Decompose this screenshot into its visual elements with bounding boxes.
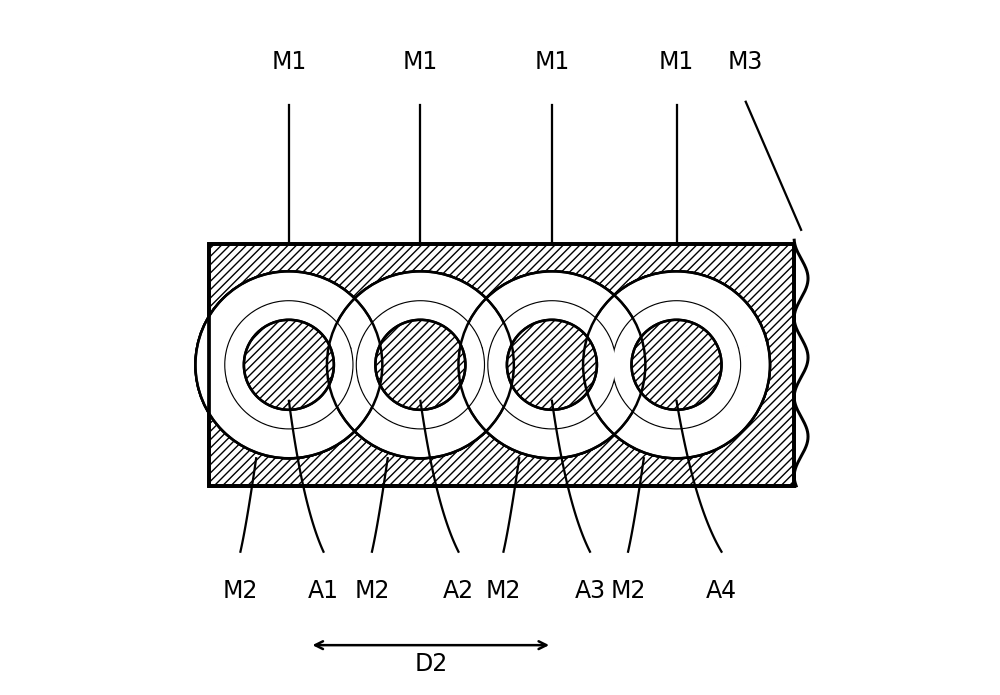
Circle shape <box>632 320 722 410</box>
Circle shape <box>507 320 597 410</box>
Text: A2: A2 <box>443 580 474 603</box>
Text: A4: A4 <box>706 580 737 603</box>
Text: M1: M1 <box>271 50 306 74</box>
Polygon shape <box>330 341 514 458</box>
Polygon shape <box>458 271 642 389</box>
Circle shape <box>225 301 352 428</box>
Circle shape <box>357 301 484 428</box>
Circle shape <box>488 301 615 428</box>
Polygon shape <box>199 341 382 458</box>
Circle shape <box>195 271 382 458</box>
Circle shape <box>375 320 465 410</box>
Circle shape <box>244 320 334 410</box>
Text: M1: M1 <box>659 50 694 74</box>
Text: M1: M1 <box>534 50 570 74</box>
Bar <box>209 244 794 486</box>
Polygon shape <box>586 341 770 458</box>
Bar <box>209 244 794 486</box>
Text: A1: A1 <box>308 580 339 603</box>
Circle shape <box>583 271 770 458</box>
Polygon shape <box>327 271 511 389</box>
Polygon shape <box>583 271 767 389</box>
Circle shape <box>458 271 645 458</box>
Polygon shape <box>462 341 645 458</box>
Text: M2: M2 <box>223 580 258 603</box>
Text: M2: M2 <box>610 580 646 603</box>
Text: M2: M2 <box>486 580 521 603</box>
Text: M3: M3 <box>728 50 763 74</box>
Bar <box>209 244 794 486</box>
Text: M1: M1 <box>403 50 438 74</box>
Text: D2: D2 <box>414 653 447 676</box>
Polygon shape <box>195 271 379 389</box>
Text: A3: A3 <box>574 580 606 603</box>
Circle shape <box>327 271 514 458</box>
Circle shape <box>613 301 740 428</box>
Text: M2: M2 <box>354 580 390 603</box>
